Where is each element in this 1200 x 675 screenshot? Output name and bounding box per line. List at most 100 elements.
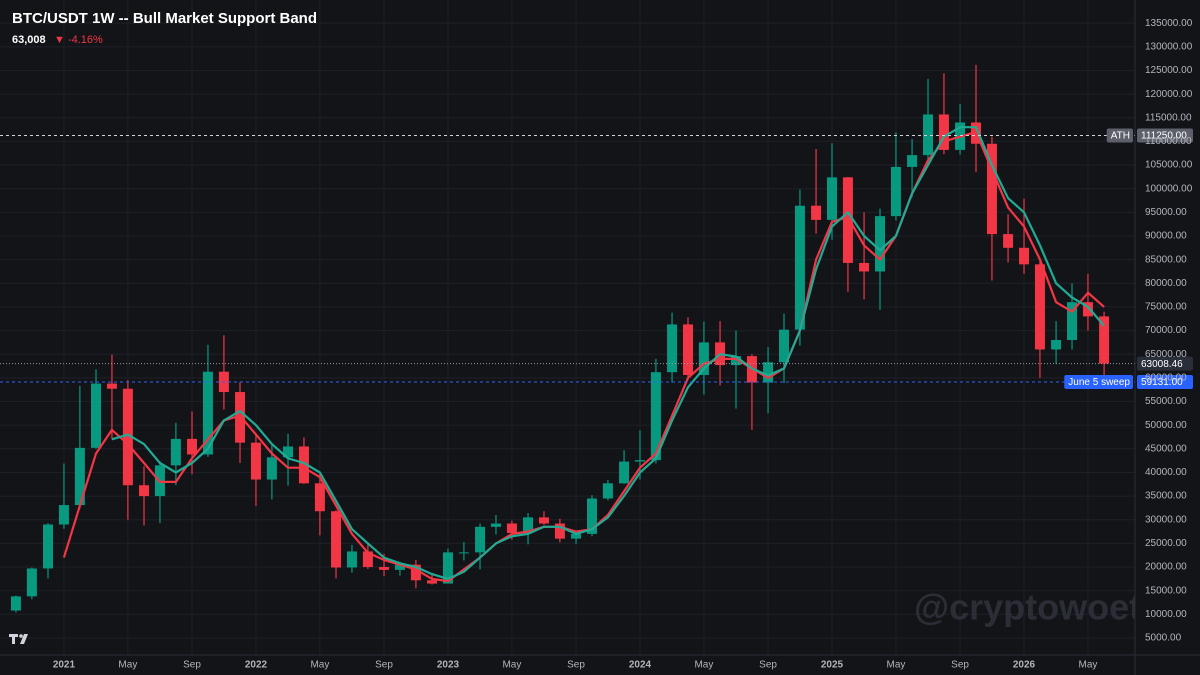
candle-body — [602, 483, 613, 499]
candle-body — [1099, 316, 1110, 364]
x-tick-label: 2024 — [629, 660, 652, 671]
candle-body — [586, 498, 597, 534]
candle-body — [74, 447, 85, 506]
candle-body — [811, 205, 822, 220]
candle-body — [698, 342, 709, 376]
y-tick-label: 40000.00 — [1145, 467, 1187, 478]
moving-average-line — [111, 126, 1105, 580]
current-price: 63,008 — [12, 34, 46, 46]
candle-body — [619, 461, 630, 484]
x-tick-label: Sep — [375, 660, 393, 671]
y-tick-label: 125000.00 — [1145, 65, 1193, 76]
watermark: @cryptowoeto — [914, 587, 1163, 628]
candle-body — [170, 438, 181, 466]
candle-body — [1003, 234, 1014, 248]
y-tick-label: 110000.00 — [1145, 136, 1192, 147]
y-tick-label: 135000.00 — [1145, 18, 1193, 29]
candle-body — [778, 329, 789, 363]
candle-body — [314, 483, 325, 512]
candle-body — [763, 362, 774, 383]
x-tick-label: May — [1079, 660, 1098, 671]
candle-body — [43, 524, 54, 569]
candle-body — [458, 552, 469, 554]
plot-area — [10, 64, 1110, 613]
candle-body — [91, 383, 102, 448]
x-tick-label: 2021 — [53, 660, 76, 671]
candle-body — [202, 371, 213, 455]
candle-body — [682, 324, 693, 376]
candle-body — [122, 388, 133, 486]
x-tick-label: 2023 — [437, 660, 460, 671]
price-tag — [1137, 374, 1193, 389]
line-label-box — [1106, 128, 1133, 143]
price-tag — [1137, 128, 1193, 143]
x-tick-label: Sep — [759, 660, 777, 671]
candle-body — [379, 567, 390, 570]
candle-body — [490, 523, 501, 527]
candle-body — [842, 177, 853, 263]
x-tick-label: May — [118, 660, 137, 671]
line-label-box — [1064, 374, 1133, 389]
x-tick-label: 2022 — [245, 660, 268, 671]
price-change: ▼ -4.16% — [54, 34, 103, 46]
y-tick-label: 120000.00 — [1145, 89, 1193, 100]
x-tick-label: May — [694, 660, 713, 671]
candle-body — [1051, 340, 1062, 350]
x-tick-label: Sep — [183, 660, 201, 671]
overlays: 111250.00 ATH 63008.46 59131.00 June 5 sweep — [0, 128, 1193, 389]
y-tick-label: 25000.00 — [1145, 538, 1187, 549]
candle-body — [266, 457, 277, 480]
candle-body — [250, 442, 261, 480]
price-tag-label: 111250.00 — [1141, 131, 1187, 142]
price-tag-label: 59131.00 — [1141, 377, 1183, 388]
y-tick-label: 55000.00 — [1145, 396, 1187, 407]
y-tick-label: 20000.00 — [1145, 562, 1187, 573]
candle-body — [634, 460, 645, 462]
y-tick-label: 60000.00 — [1145, 373, 1187, 384]
candle-body — [794, 205, 805, 330]
candle-body — [1034, 264, 1045, 350]
y-tick-label: 80000.00 — [1145, 278, 1187, 289]
x-tick-label: May — [886, 660, 905, 671]
y-tick-label: 95000.00 — [1145, 207, 1187, 218]
candle-body — [667, 324, 678, 373]
chart-title: BTC/USDT 1W -- Bull Market Support Band — [12, 10, 317, 27]
candle-body — [875, 216, 886, 272]
x-tick-label: May — [502, 660, 521, 671]
candle-body — [298, 446, 309, 484]
candle-body — [331, 511, 342, 568]
x-tick-label: 2025 — [821, 660, 844, 671]
candle-body — [187, 438, 198, 455]
candle-body — [827, 177, 838, 220]
logo-part — [20, 634, 28, 644]
logo-part — [19, 634, 23, 638]
candle-body — [26, 568, 37, 597]
x-tick-label: May — [310, 660, 329, 671]
price-tag-label: 63008.46 — [1141, 359, 1183, 370]
x-tick-label: 2026 — [1013, 660, 1036, 671]
candle-body — [506, 523, 517, 533]
tv-logo — [9, 634, 28, 644]
candle-body — [538, 517, 549, 524]
candle-body — [730, 356, 741, 366]
candle-body — [1019, 247, 1030, 265]
y-tick-label: 90000.00 — [1145, 231, 1187, 242]
candle-body — [394, 564, 405, 570]
candle-body — [283, 446, 294, 458]
y-tick-label: 5000.00 — [1145, 633, 1182, 644]
y-tick-label: 70000.00 — [1145, 325, 1187, 336]
candle-body — [571, 533, 582, 539]
y-tick-label: 65000.00 — [1145, 349, 1187, 360]
candle-body — [427, 580, 438, 584]
candle-body — [410, 564, 421, 581]
line-label: June 5 sweep — [1068, 377, 1130, 388]
price-tag — [1137, 356, 1193, 371]
x-tick-label: Sep — [567, 660, 585, 671]
y-tick-label: 75000.00 — [1145, 302, 1187, 313]
candle-body — [1082, 302, 1093, 317]
candle-body — [58, 505, 69, 525]
candle-body — [442, 552, 453, 584]
x-tick-label: Sep — [951, 660, 969, 671]
